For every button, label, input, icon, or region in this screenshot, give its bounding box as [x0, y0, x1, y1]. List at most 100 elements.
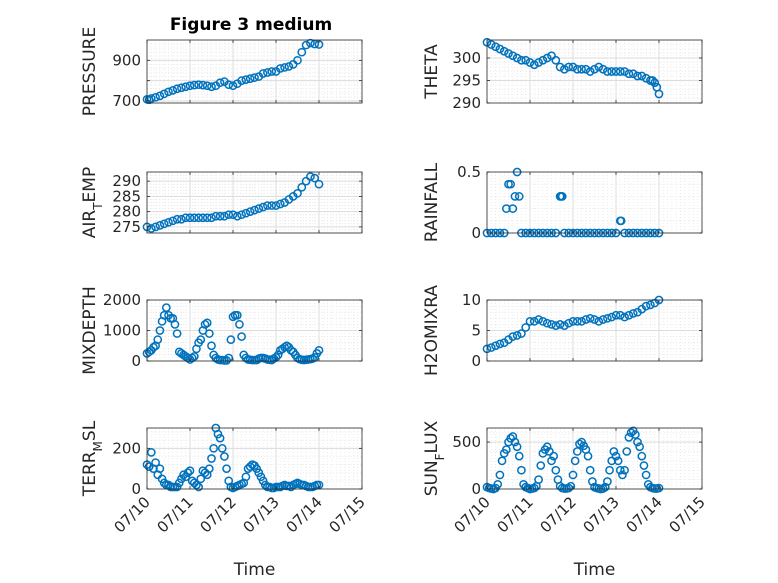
data-point	[310, 173, 320, 183]
data-point	[293, 55, 302, 65]
data-point	[583, 451, 593, 461]
data-point	[185, 466, 195, 476]
data-point	[241, 75, 251, 84]
data-point	[620, 67, 629, 76]
data-point	[275, 64, 285, 73]
data-point	[534, 58, 543, 67]
data-point	[613, 456, 623, 466]
data-point	[598, 315, 608, 324]
data-point	[529, 483, 539, 493]
data-point	[245, 207, 255, 216]
data-point	[547, 456, 556, 466]
axes-box	[486, 171, 703, 234]
data-point	[611, 451, 621, 461]
data-point	[271, 201, 281, 210]
y-tick-label: 0	[471, 352, 481, 370]
data-point	[215, 78, 225, 88]
data-point	[177, 83, 186, 93]
data-point	[237, 76, 246, 85]
data-point	[542, 442, 552, 452]
data-point	[293, 189, 302, 198]
data-point	[224, 80, 234, 90]
data-point	[568, 317, 578, 326]
data-point	[232, 310, 242, 320]
y-axis-label: PRESSURE	[80, 27, 100, 116]
figure-title: Figure 3 medium	[170, 15, 332, 35]
y-tick-label: 0	[471, 480, 481, 498]
data-point	[263, 68, 272, 77]
data-point	[633, 437, 642, 447]
data-point	[504, 49, 513, 58]
data-point	[301, 176, 311, 186]
data-point	[626, 428, 636, 438]
data-point	[590, 64, 599, 74]
data-point	[637, 451, 647, 461]
y-tick-label: 5	[471, 322, 481, 340]
data-point	[502, 204, 511, 213]
data-point	[486, 40, 496, 49]
data-point	[607, 312, 617, 322]
axes-box	[146, 427, 363, 490]
data-point	[568, 470, 578, 480]
data-point	[641, 301, 651, 311]
data-point	[585, 465, 595, 475]
data-point	[534, 315, 543, 324]
data-point	[566, 481, 576, 491]
data-point	[172, 329, 182, 338]
data-point	[159, 478, 169, 488]
y-axis-label: SUNFLUX	[422, 420, 447, 496]
data-point	[198, 80, 208, 90]
data-point	[641, 470, 651, 480]
data-point	[603, 313, 612, 323]
plot-area	[147, 40, 362, 103]
data-point	[491, 341, 500, 351]
data-point	[639, 461, 649, 470]
y-tick-label: 290	[452, 94, 481, 112]
data-point	[196, 474, 206, 484]
data-point	[557, 192, 567, 201]
data-point	[510, 437, 520, 447]
data-point	[577, 317, 586, 326]
data-point	[502, 445, 511, 454]
data-point	[222, 464, 231, 474]
y-axis-label: AIRTEMP	[80, 167, 105, 238]
data-point	[189, 213, 199, 223]
data-point	[250, 73, 259, 82]
data-point	[611, 310, 621, 320]
data-point	[577, 64, 586, 74]
data-point	[187, 353, 197, 363]
data-point	[172, 214, 182, 224]
data-point	[194, 213, 203, 223]
data-point	[615, 310, 625, 320]
data-point	[542, 318, 552, 328]
data-point	[196, 335, 206, 344]
data-point	[183, 468, 193, 478]
data-point	[529, 317, 539, 326]
data-point	[306, 172, 315, 181]
data-point	[654, 483, 664, 493]
y-tick-label: 200	[112, 439, 141, 457]
data-point	[514, 192, 524, 201]
y-tick-label: 10	[462, 291, 481, 309]
data-point	[506, 179, 515, 189]
data-point	[306, 38, 315, 48]
data-point	[648, 76, 657, 85]
data-point	[517, 329, 526, 338]
data-point	[624, 69, 634, 79]
data-point	[224, 353, 234, 363]
y-tick-label: 0	[131, 352, 141, 370]
data-point	[549, 451, 559, 461]
data-point	[486, 343, 496, 352]
data-point	[609, 447, 619, 456]
data-point	[153, 335, 163, 344]
data-point	[202, 318, 212, 328]
data-point	[529, 60, 539, 70]
data-point	[241, 472, 251, 482]
data-point	[607, 456, 617, 466]
data-point	[245, 74, 255, 83]
data-point	[594, 317, 604, 326]
data-point	[228, 81, 238, 91]
data-point	[170, 320, 180, 329]
